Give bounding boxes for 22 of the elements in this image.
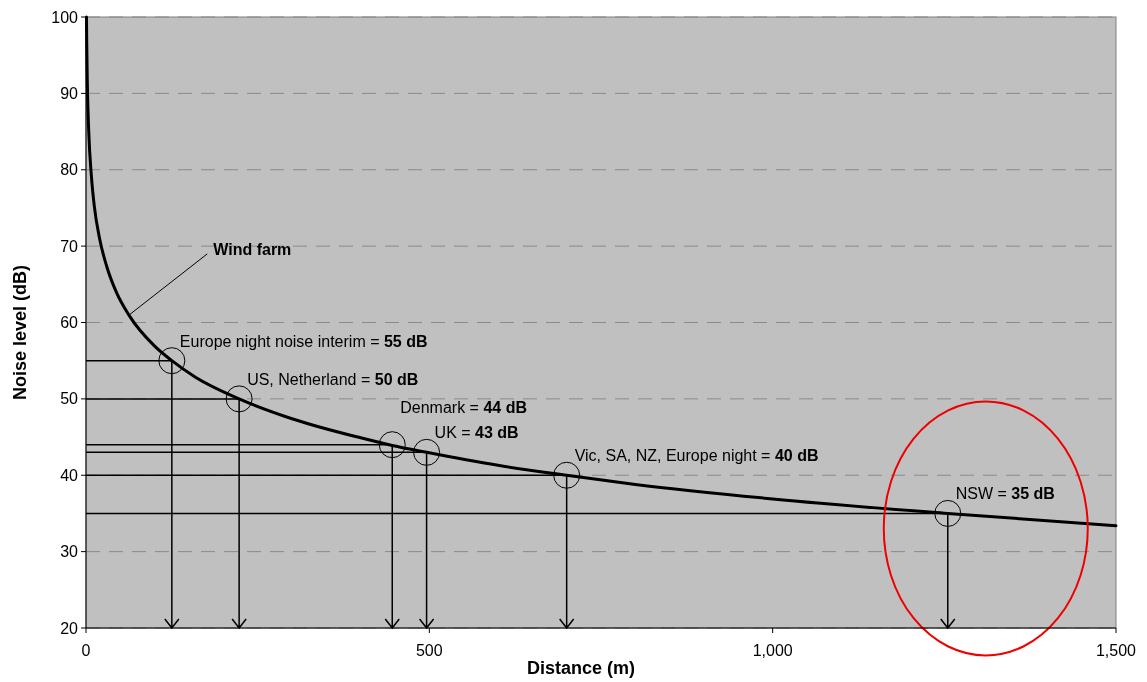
y-tick-label: 40 — [60, 466, 79, 484]
annotation: NSW = 35 dB — [955, 485, 1055, 503]
x-tick-label: 1,500 — [1095, 642, 1137, 659]
annotation: Vic, SA, NZ, Europe night = 40 dB — [574, 447, 819, 465]
x-tick-label: 500 — [415, 642, 443, 659]
y-tick-label: 30 — [60, 543, 79, 561]
annotation: US, Netherland = 50 dB — [247, 370, 419, 388]
y-axis-title: Noise level (dB) — [10, 264, 30, 401]
annotation: Wind farm — [213, 240, 292, 258]
y-tick-label: 60 — [60, 314, 79, 332]
y-tick-label: 90 — [60, 84, 79, 102]
y-tick-label: 80 — [60, 161, 79, 179]
x-tick-label: 1,000 — [752, 642, 793, 659]
y-tick-label: 70 — [60, 237, 79, 255]
y-tick-label: 100 — [51, 8, 79, 26]
y-tick-label: 50 — [60, 390, 79, 408]
annotation: Denmark = 44 dB — [400, 398, 527, 416]
x-tick-label: 0 — [81, 642, 91, 659]
x-axis-title: Distance (m) — [526, 658, 636, 678]
y-tick-label: 20 — [60, 619, 79, 637]
annotation: UK = 43 dB — [434, 424, 519, 442]
annotation: Europe night noise interim = 55 dB — [179, 332, 428, 350]
